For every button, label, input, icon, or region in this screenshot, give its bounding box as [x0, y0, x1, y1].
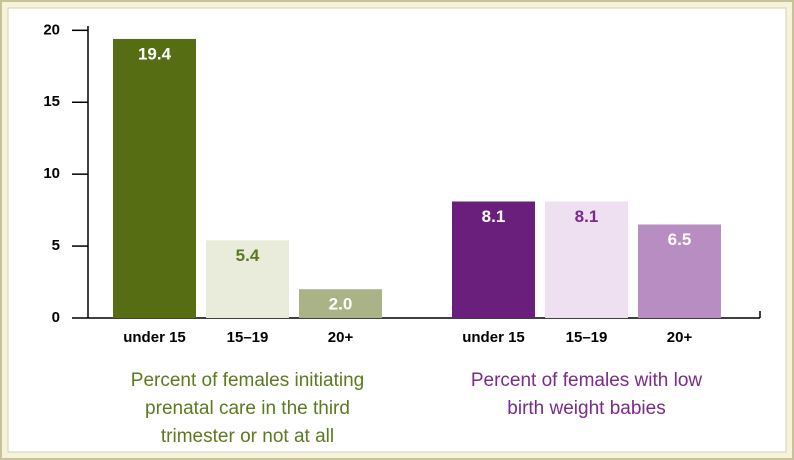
- y-tick-label: 5: [52, 237, 60, 254]
- group-label: birth weight babies: [507, 398, 665, 419]
- x-tick-label: 15–19: [227, 329, 269, 346]
- value-label: 2.0: [329, 295, 353, 314]
- value-label: 6.5: [668, 230, 692, 249]
- x-tick-label: 15–19: [566, 329, 608, 346]
- x-tick-label: 20+: [667, 329, 693, 346]
- bar: [299, 289, 382, 318]
- value-label: 5.4: [236, 246, 260, 265]
- group-label: trimester or not at all: [161, 426, 334, 447]
- group-label: prenatal care in the third: [145, 398, 350, 419]
- value-label: 19.4: [138, 44, 172, 63]
- y-tick-label: 10: [43, 165, 60, 182]
- x-tick-label: 20+: [328, 329, 354, 346]
- bar: [638, 224, 721, 318]
- y-tick-label: 20: [43, 21, 60, 38]
- y-tick-label: 15: [43, 93, 60, 110]
- value-label: 8.1: [482, 207, 506, 226]
- bar: [113, 38, 196, 319]
- bar: [452, 201, 535, 318]
- y-tick-label: 0: [52, 309, 60, 326]
- x-tick-label: under 15: [123, 329, 186, 346]
- x-tick-label: under 15: [462, 329, 525, 346]
- value-label: 8.1: [575, 207, 599, 226]
- group-label: Percent of females initiating: [131, 370, 364, 391]
- bar: [545, 201, 628, 318]
- group-label: Percent of females with low: [471, 370, 703, 391]
- bar: [206, 240, 289, 318]
